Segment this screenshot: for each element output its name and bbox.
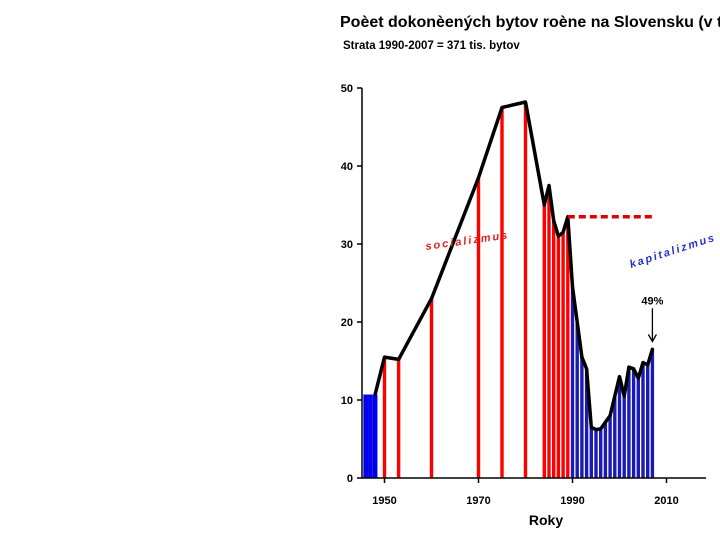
bar-1950 [382,357,387,478]
bar-1999 [613,396,617,478]
label-capitalism: kapitalizmus [628,232,717,271]
y-tick-label: 0 [347,473,353,485]
x-tick-label: 1990 [560,495,584,507]
bar-1980 [523,102,528,478]
bar-1960 [429,298,434,478]
bar-1992 [580,357,584,478]
bar-2003 [631,368,636,478]
bar-1988 [561,232,565,478]
chart-subtitle: Strata 1990-2007 = 371 tis. bytov [343,40,520,52]
bar-1987 [556,236,561,478]
bar-2001 [622,396,626,478]
bar-1990 [570,286,575,478]
bar-2006 [646,364,650,478]
bar-1995 [594,429,598,478]
y-tick-label: 40 [341,161,353,173]
x-axis-label: Roky [529,512,563,528]
y-tick-label: 20 [341,317,353,329]
bar-1998 [608,415,612,478]
bar-1994 [589,427,593,478]
x-tick-label: 2010 [654,495,678,507]
bar-1986 [552,220,556,478]
annotation-label: 49% [641,295,663,307]
bar-1948 [372,394,378,478]
bar-1984 [542,205,546,478]
bar-1970 [476,177,481,478]
trend-line [373,100,655,432]
bar-1953 [396,359,401,478]
bar-1985 [547,185,551,478]
bar-1991 [575,322,579,478]
bar-2005 [641,362,645,478]
bar-1997 [603,421,608,478]
bar-2000 [617,376,622,478]
annotation-arrowhead [647,334,657,343]
bar-1993 [584,368,589,478]
x-tick-label: 1970 [466,495,490,507]
y-tick-label: 50 [341,83,353,95]
bar-1975 [500,107,504,478]
y-tick-label: 30 [341,239,353,251]
bar-2007 [650,349,655,478]
bar-2004 [636,378,640,478]
bar-1946 [363,394,369,478]
bar-1989 [566,216,570,478]
bar-1947 [368,394,373,478]
y-tick-label: 10 [341,395,353,407]
label-socialism: socializmus [425,229,510,253]
x-tick-label: 1950 [372,495,396,507]
bar-2002 [627,367,631,478]
chart-title: Poèet dokonèených bytov roène na Slovens… [340,14,720,31]
bar-1996 [599,428,603,478]
